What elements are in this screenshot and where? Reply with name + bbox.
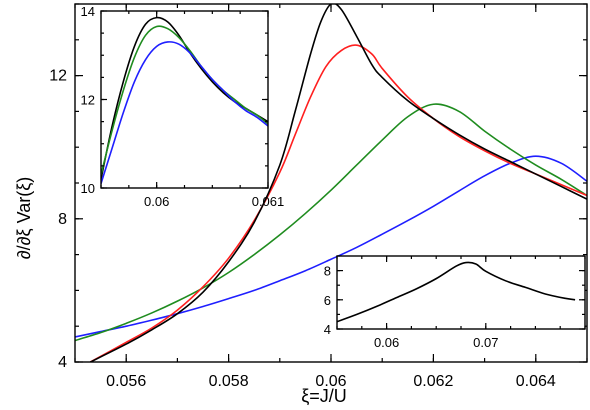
inset-top-left-plot: 0.06 0.061 10 12 14 (81, 4, 285, 209)
inset2-series-line-0 (337, 261, 576, 323)
inset-bottom-right-plot: 0.06 0.07 4 6 8 (324, 255, 586, 350)
main-y-tick-label: 12 (49, 68, 67, 85)
y-axis-label: ∂/∂ξ Var(ξ) (14, 177, 34, 260)
main-x-tick-label: 0.058 (209, 373, 249, 390)
inset1-series-line-2 (101, 41, 268, 184)
inset1-background (101, 11, 268, 188)
inset1-x-tick-label: 0.061 (252, 194, 285, 209)
main-series-line-0 (75, 155, 587, 338)
inset1-series-line-1 (101, 25, 268, 175)
main-series-group (75, 4, 587, 362)
inset2-y-tick-label: 6 (324, 293, 331, 308)
inset1-y-tick-label: 10 (81, 181, 95, 196)
main-series-line-1 (75, 103, 587, 342)
main-x-tick-label: 0.056 (106, 373, 146, 390)
main-x-tick-label: 0.064 (516, 373, 556, 390)
inset2-background (337, 256, 585, 329)
y-axis-label-text: ∂/∂ξ Var(ξ) (14, 177, 34, 260)
main-series-line-3 (90, 4, 587, 362)
inset2-x-tick-label: 0.07 (473, 335, 498, 350)
main-x-tick-label: 0.06 (315, 373, 346, 390)
main-x-tick-label: 0.062 (413, 373, 453, 390)
inset1-y-tick-label: 14 (81, 4, 95, 19)
inset1-y-tick-label: 12 (81, 93, 95, 108)
inset1-x-tick-label: 0.06 (144, 194, 169, 209)
x-axis-label: ξ=J/U (301, 386, 347, 406)
main-y-tick-label: 4 (58, 354, 67, 371)
main-series-line-2 (89, 44, 587, 362)
inset2-y-tick-label: 4 (324, 322, 331, 337)
inset2-x-tick-label: 0.06 (374, 335, 399, 350)
main-y-tick-label: 8 (58, 211, 67, 228)
inset2-y-tick-label: 8 (324, 264, 331, 279)
